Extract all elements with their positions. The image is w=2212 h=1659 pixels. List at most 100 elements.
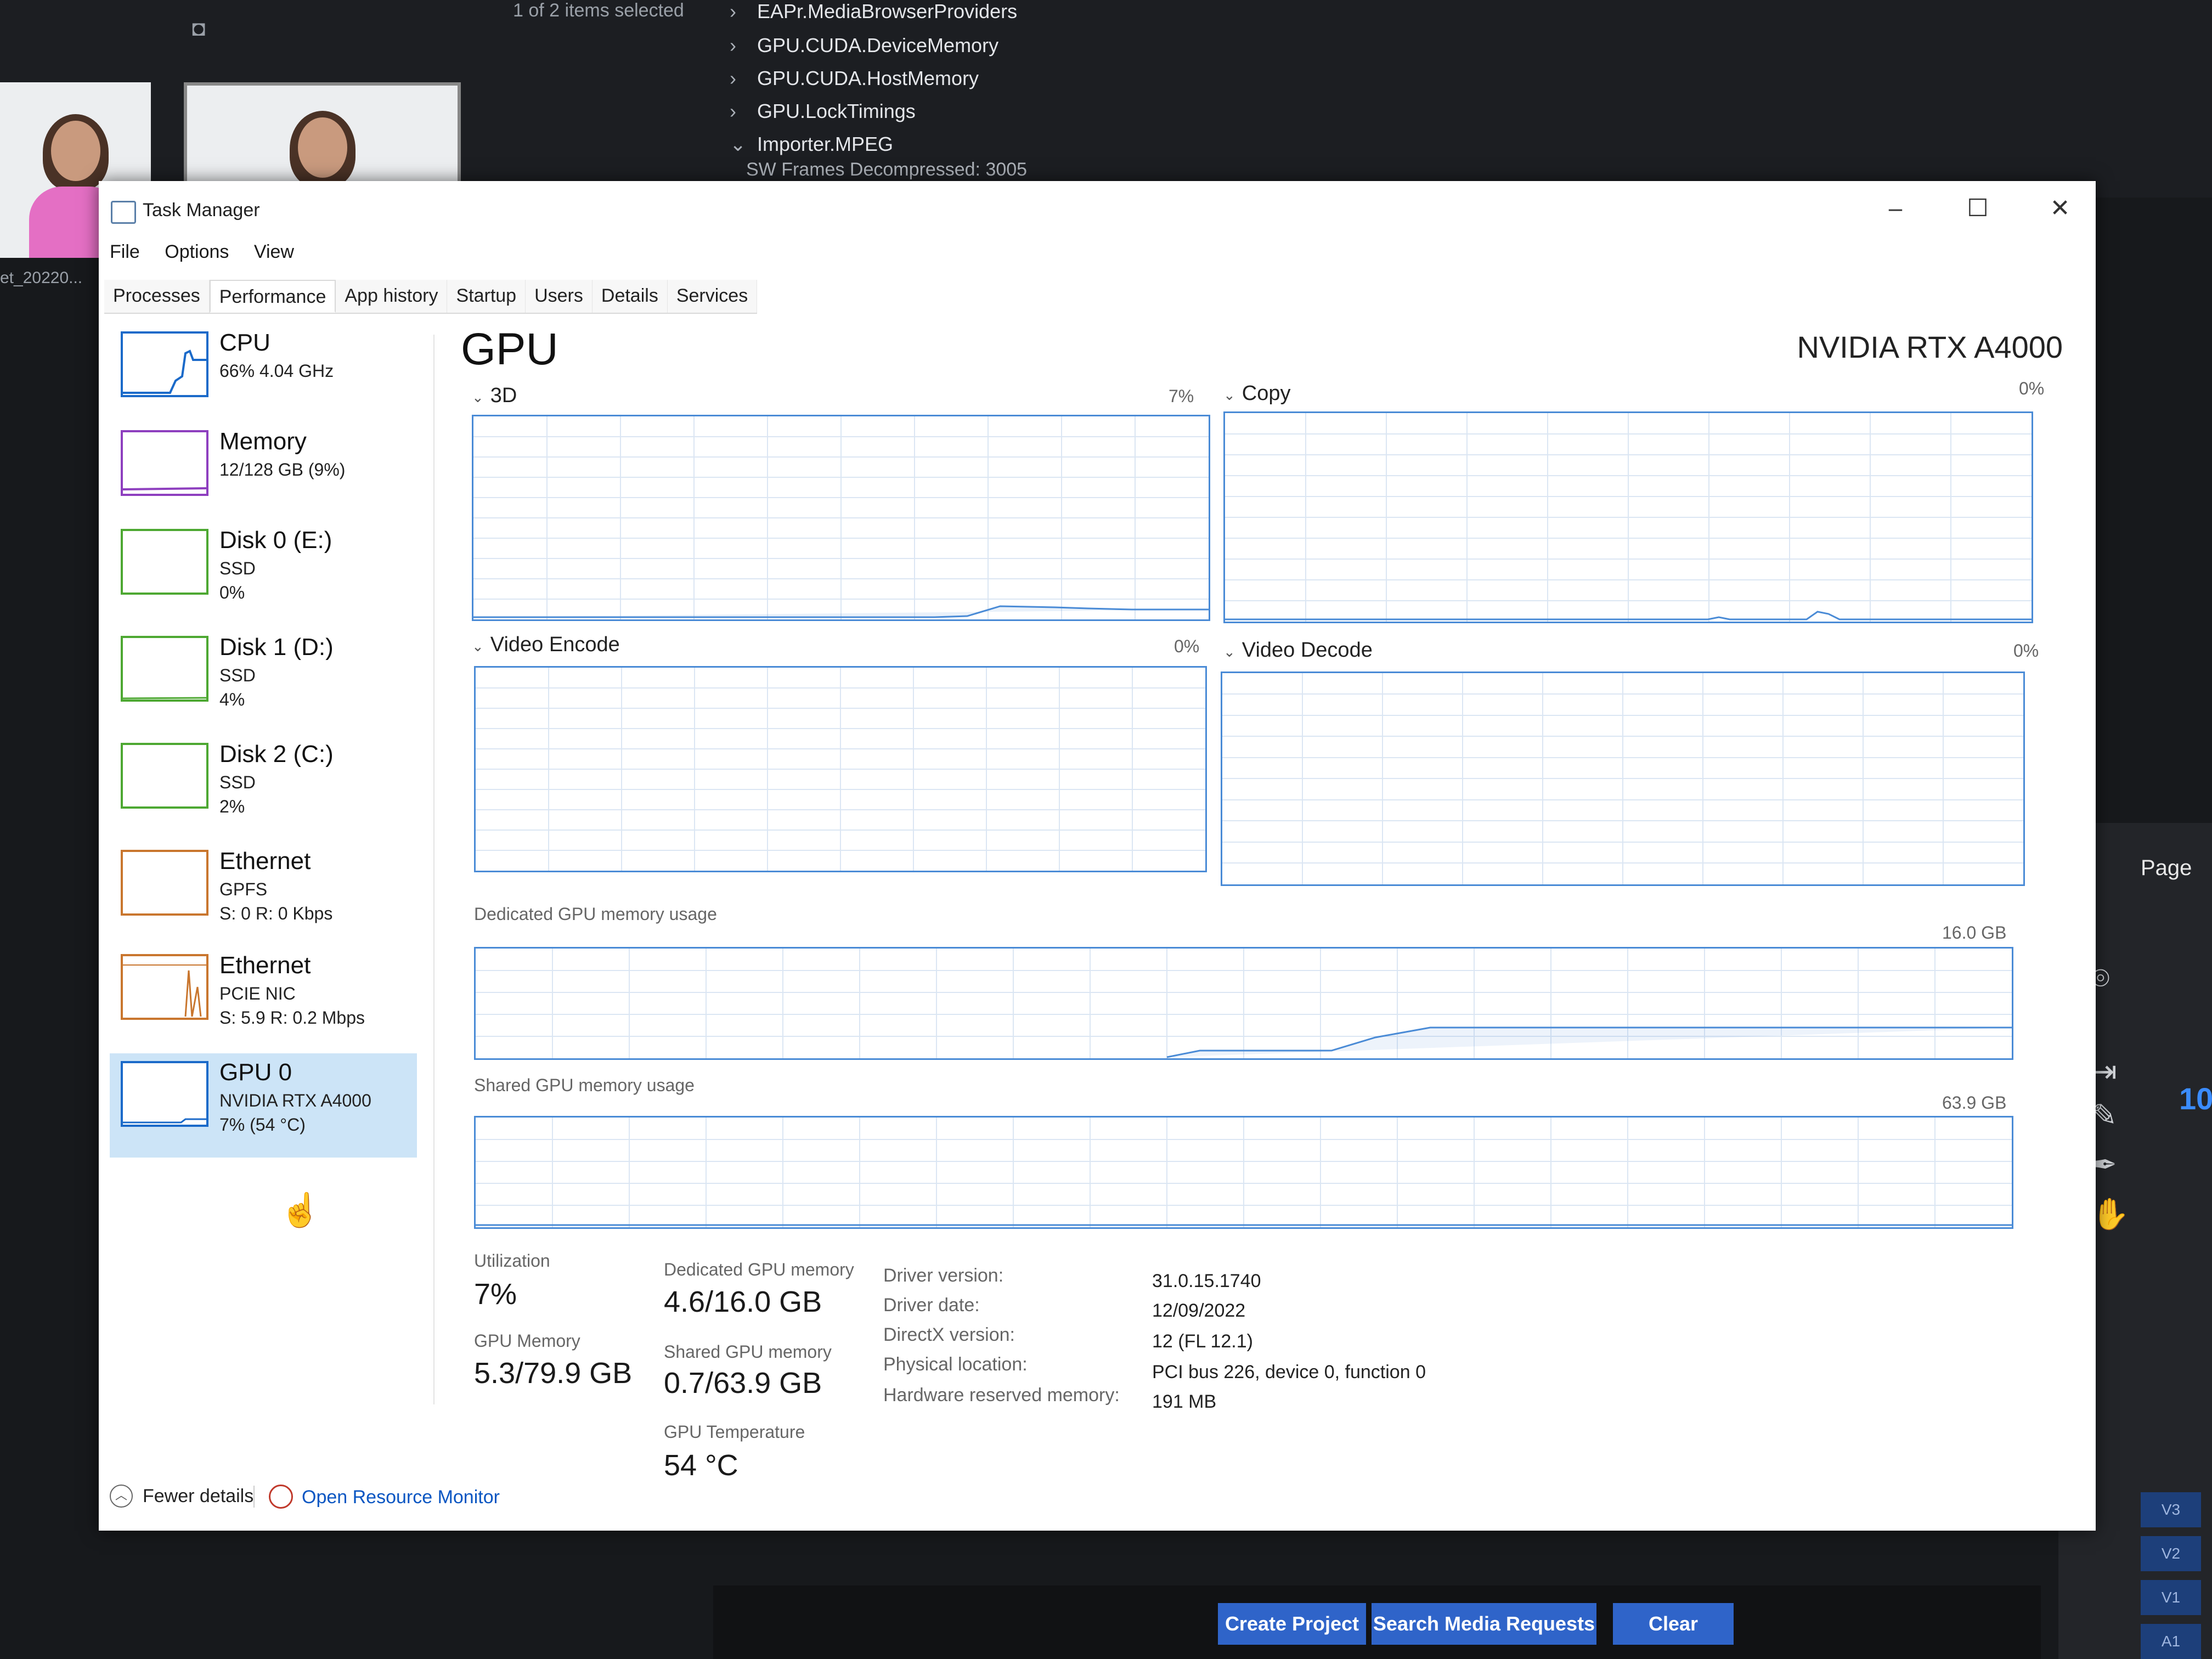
gpu-panel: GPU NVIDIA RTX A4000 ⌄ 3D 7% ⌄ Copy 0% <box>461 324 2063 1482</box>
graph-video-decode <box>1221 672 2025 886</box>
engine-selector-3d[interactable]: ⌄ 3D <box>472 384 517 407</box>
graph-dedicated-memory <box>474 947 2013 1060</box>
sidebar-item-detail: 66% 4.04 GHz <box>219 361 334 381</box>
sidebar-item-detail: 0% <box>219 583 245 602</box>
driver-version-value: 31.0.15.1740 <box>1152 1271 1261 1291</box>
shared-memory-max: 63.9 GB <box>1942 1093 2007 1113</box>
fewer-details-button[interactable]: Fewer details <box>143 1486 254 1506</box>
physical-location-label: Physical location: <box>883 1354 1028 1375</box>
utilization-label: Utilization <box>474 1251 550 1271</box>
utilization-value: 7% <box>474 1278 517 1311</box>
chevron-down-icon: ⌄ <box>1223 644 1235 660</box>
sidebar-item-name: Ethernet <box>219 952 311 979</box>
directx-version-value: 12 (FL 12.1) <box>1152 1331 1253 1352</box>
engine-selector-video-encode[interactable]: ⌄ Video Encode <box>472 633 620 656</box>
driver-version-label: Driver version: <box>883 1265 1004 1286</box>
ethernet-mini-graph <box>121 850 208 916</box>
hand-icon[interactable]: ✋ <box>2091 1197 2130 1231</box>
clear-button[interactable]: Clear <box>1613 1603 1734 1645</box>
graph-copy <box>1223 411 2033 623</box>
close-button[interactable]: ✕ <box>2050 195 2070 222</box>
tab-startup[interactable]: Startup <box>447 280 526 313</box>
page-label: Page <box>2141 856 2192 880</box>
tab-app-history[interactable]: App history <box>336 280 448 313</box>
tab-performance[interactable]: Performance <box>209 280 336 313</box>
tree-item[interactable]: › GPU.CUDA.DeviceMemory <box>730 34 999 57</box>
resource-monitor-icon[interactable] <box>269 1485 293 1509</box>
tab-users[interactable]: Users <box>526 280 592 313</box>
gpu-memory-label: GPU Memory <box>474 1331 580 1351</box>
sidebar-item-type: SSD <box>219 558 256 578</box>
shared-memory-label: Shared GPU memory usage <box>474 1075 695 1095</box>
gpu-temperature-label: GPU Temperature <box>664 1422 805 1442</box>
minimize-button[interactable]: – <box>1888 195 1903 222</box>
sidebar-item-type: SSD <box>219 665 256 685</box>
track-v1[interactable]: V1 <box>2141 1580 2201 1615</box>
chevron-down-icon: ⌄ <box>472 638 484 654</box>
engine-selector-video-decode[interactable]: ⌄ Video Decode <box>1223 639 1373 662</box>
menu-options[interactable]: Options <box>165 241 229 262</box>
gpu-temperature-value: 54 °C <box>664 1449 738 1482</box>
sidebar-item-detail: 4% <box>219 690 245 709</box>
tab-details[interactable]: Details <box>592 280 668 313</box>
sidebar-item-disk-1[interactable]: Disk 1 (D:) SSD 4% <box>110 628 417 732</box>
tree-item[interactable]: ⌄ Importer.MPEG <box>730 133 894 155</box>
chevron-up-icon[interactable]: ︿ <box>110 1485 133 1508</box>
sidebar-item-cpu[interactable]: CPU 66% 4.04 GHz <box>110 324 417 428</box>
page-title: GPU <box>461 324 558 374</box>
tab-services[interactable]: Services <box>667 280 758 313</box>
sidebar-item-disk-0[interactable]: Disk 0 (E:) SSD 0% <box>110 521 417 625</box>
tree-subitem: SW Frames Decompressed: 3005 <box>746 159 1028 180</box>
tree-item[interactable]: › EAPr.MediaBrowserProviders <box>730 0 1018 22</box>
maximize-button[interactable]: ☐ <box>1967 195 1989 222</box>
sidebar-item-detail: S: 5.9 R: 0.2 Mbps <box>219 1008 365 1028</box>
sidebar-item-ethernet-pcie[interactable]: Ethernet PCIE NIC S: 5.9 R: 0.2 Mbps <box>110 946 417 1051</box>
footer-separator <box>253 1486 255 1508</box>
tree-item[interactable]: › GPU.CUDA.HostMemory <box>730 67 979 89</box>
track-a1[interactable]: A1 <box>2141 1624 2201 1659</box>
sidebar-item-ethernet-gpfs[interactable]: Ethernet GPFS S: 0 R: 0 Kbps <box>110 842 417 946</box>
disk-mini-graph <box>121 636 208 702</box>
hardware-reserved-value: 191 MB <box>1152 1391 1217 1412</box>
engine-selector-copy[interactable]: ⌄ Copy <box>1223 382 1291 405</box>
clip-name: et_20220... <box>0 269 83 287</box>
sidebar-item-name: CPU <box>219 329 270 356</box>
menu-bar: File Options View <box>110 241 314 269</box>
create-project-button[interactable]: Create Project <box>1218 1603 1366 1645</box>
disk-mini-graph <box>121 529 208 595</box>
physical-location-value: PCI bus 226, device 0, function 0 <box>1152 1362 1426 1383</box>
copy-usage-line <box>1225 611 2032 620</box>
gpu-model-name: NVIDIA RTX A4000 <box>1797 330 2063 364</box>
search-media-requests-button[interactable]: Search Media Requests <box>1372 1603 1596 1645</box>
dedicated-memory-max: 16.0 GB <box>1942 923 2007 943</box>
resource-sidebar: CPU 66% 4.04 GHz Memory 12/128 GB (9%) D… <box>110 324 417 1421</box>
menu-file[interactable]: File <box>110 241 140 262</box>
sidebar-item-disk-2[interactable]: Disk 2 (C:) SSD 2% <box>110 735 417 839</box>
graph-3d <box>472 415 1210 621</box>
camera-icon[interactable]: ◘ <box>192 16 206 41</box>
sidebar-item-name: Disk 0 (E:) <box>219 527 332 554</box>
grid-lines <box>473 416 1209 619</box>
tab-strip: Processes Performance App history Startu… <box>104 280 758 314</box>
clip-thumbnail[interactable] <box>0 82 151 258</box>
driver-date-label: Driver date: <box>883 1295 980 1316</box>
sidebar-item-gpu-0[interactable]: GPU 0 NVIDIA RTX A4000 7% (54 °C) <box>110 1053 417 1158</box>
cpu-mini-graph <box>121 331 208 397</box>
selection-status: 1 of 2 items selected <box>513 0 684 21</box>
menu-view[interactable]: View <box>253 241 294 262</box>
grid-lines <box>1222 673 2023 884</box>
ethernet-mini-graph <box>121 954 208 1020</box>
sidebar-item-memory[interactable]: Memory 12/128 GB (9%) <box>110 422 417 527</box>
tab-processes[interactable]: Processes <box>104 280 210 313</box>
title-bar[interactable]: Task Manager – ☐ ✕ <box>99 181 2096 236</box>
sidebar-item-detail: S: 0 R: 0 Kbps <box>219 904 333 923</box>
sidebar-item-detail: 12/128 GB (9%) <box>219 460 346 479</box>
track-v2[interactable]: V2 <box>2141 1536 2201 1571</box>
disk-mini-graph <box>121 743 208 809</box>
tree-item[interactable]: › GPU.LockTimings <box>730 100 916 122</box>
chevron-down-icon: ⌄ <box>472 389 484 405</box>
track-v3[interactable]: V3 <box>2141 1492 2201 1527</box>
grid-lines <box>476 668 1205 871</box>
open-resource-monitor-link[interactable]: Open Resource Monitor <box>302 1487 500 1508</box>
3d-usage-line <box>473 605 1209 618</box>
